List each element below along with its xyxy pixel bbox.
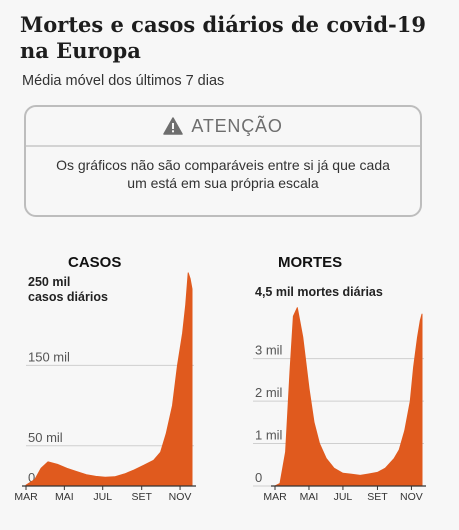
x-tick-label: SET [367,491,388,503]
deaths-chart-svg: 0 1 mil 2 mil 3 mil 4,5 mil mortes diárias MA… [253,285,426,503]
notice-title: ATENÇÃO [191,115,283,136]
y-tick-label: 50 mil [28,430,63,445]
data-area [25,272,193,487]
y-tick-label: 0 [28,470,35,485]
page-title: Mortes e casos diários de covid-19 na Eu… [20,12,426,63]
x-tick-label: SET [131,491,152,503]
y-tick-label: 2 mil [255,385,283,400]
x-tick-label: MAR [14,491,38,503]
cases-chart-title: CASOS [68,254,122,271]
notice-text: Os gráficos não são comparáveis entre si… [56,157,390,191]
deaths-chart-title: MORTES [278,254,343,271]
notice-box: ATENÇÃO Os gráficos não são comparáveis … [24,105,422,217]
warning-icon [163,117,184,135]
deaths-chart: 0 1 mil 2 mil 3 mil 4,5 mil mortes diárias MA… [230,240,459,510]
data-area [274,307,423,487]
y-tick-label: 150 mil [28,349,70,364]
cases-chart-svg: 0 50 mil 150 mil 250 mil casos diários MAR MAI… [14,272,196,503]
x-tick-label: MAR [263,491,287,503]
notice-header: ATENÇÃO [26,107,420,147]
x-tick-label: MAI [55,491,74,503]
y-tick-label: 250 mil casos diários [28,275,108,304]
y-tick-label: 4,5 mil mortes diárias [255,285,383,299]
y-tick-label: 3 mil [255,343,283,358]
x-tick-label: JUL [93,491,112,503]
y-tick-label: 0 [255,470,262,485]
x-tick-label: MAI [300,491,319,503]
page-subtitle: Média móvel dos últimos 7 dias [22,73,225,89]
x-tick-label: NOV [169,491,192,503]
x-tick-label: NOV [400,491,423,503]
x-tick-label: JUL [334,491,353,503]
y-tick-label: 1 mil [255,428,283,443]
cases-chart: 0 50 mil 150 mil 250 mil casos diários MAR MAI… [0,240,230,510]
